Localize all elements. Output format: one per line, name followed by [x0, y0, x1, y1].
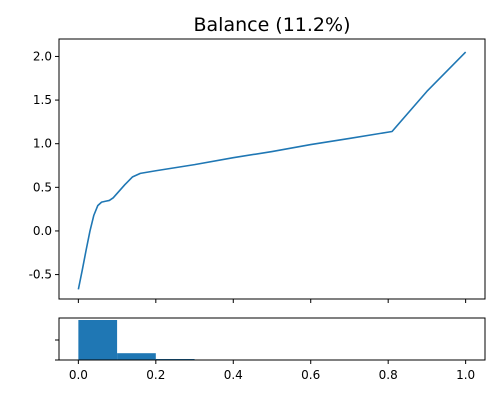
x-tick-label: 0.8: [379, 368, 398, 382]
histogram-plot-frame: [58, 317, 486, 361]
x-tick-label: 0.0: [69, 368, 88, 382]
x-tick-label: 1.0: [456, 368, 475, 382]
histogram-chart: 0.0 0.2 0.4 0.6 0.8 1.0: [55, 317, 486, 382]
y-tick-label: -0.5: [29, 268, 52, 282]
y-tick-label: 0.5: [33, 180, 52, 194]
main-line-chart: 2.0 1.5 1.0 0.5 0.0 -0.5: [29, 38, 486, 303]
balance-series-line: [77, 51, 467, 290]
x-tick-label: 0.6: [301, 368, 320, 382]
chart-title: Balance (11.2%): [193, 14, 350, 36]
histogram-bar: [78, 320, 118, 360]
histogram-bar: [117, 353, 156, 360]
main-plot-frame: [58, 38, 486, 300]
y-tick-label: 2.0: [33, 49, 52, 63]
x-tick-label: 0.4: [224, 368, 243, 382]
y-tick-label: 1.0: [33, 137, 52, 151]
y-tick-label: 1.5: [33, 93, 52, 107]
x-tick-label: 0.2: [146, 368, 165, 382]
y-tick-label: 0.0: [33, 224, 52, 238]
